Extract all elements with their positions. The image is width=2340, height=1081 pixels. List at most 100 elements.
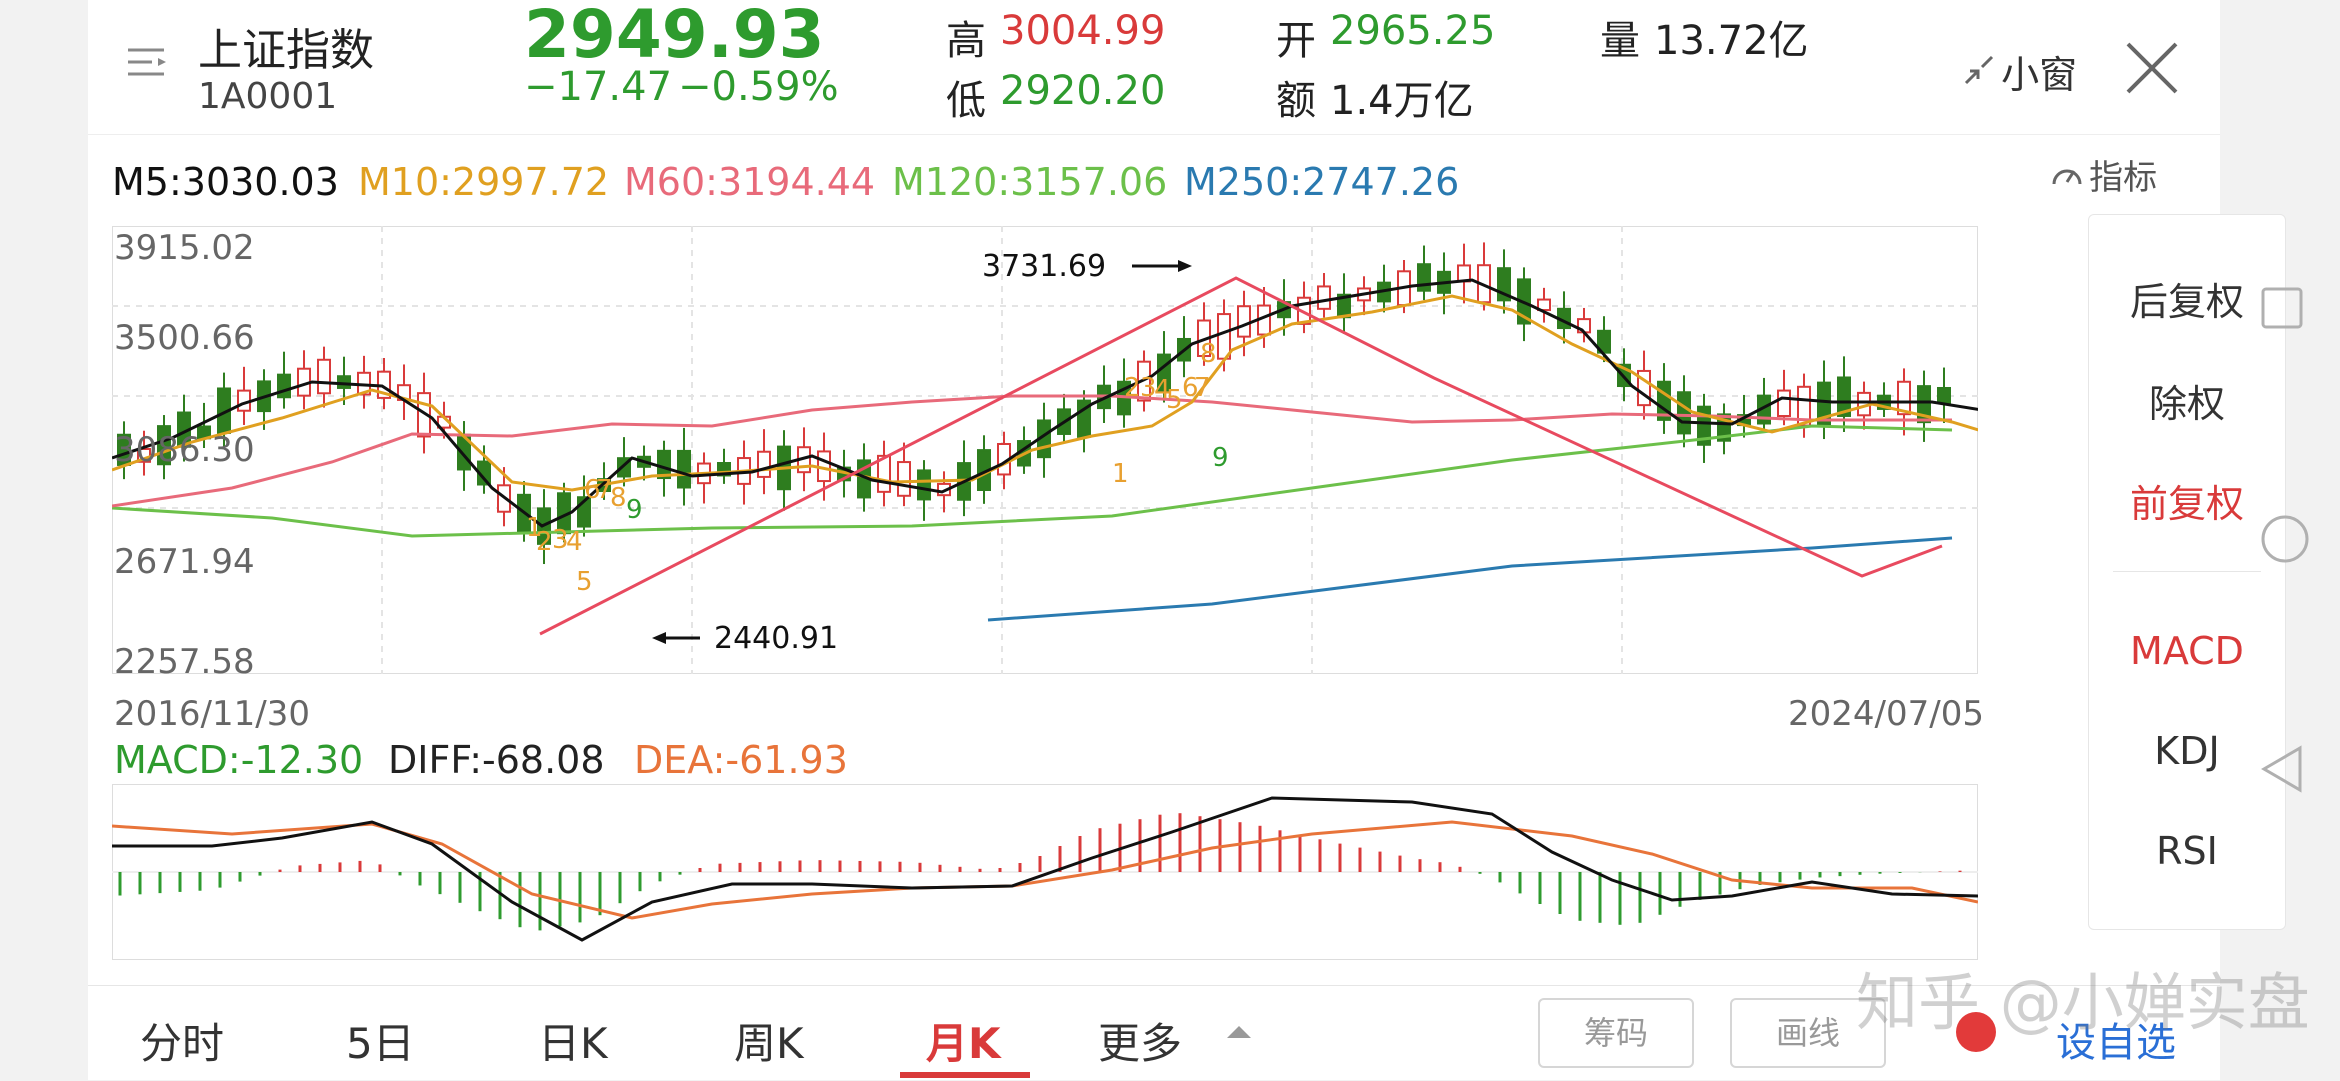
trend-lines <box>539 276 1943 636</box>
index-name: 上证指数 <box>198 25 374 76</box>
ex-right-option[interactable]: 除权 <box>2148 382 2225 426</box>
nine-turn-label: 7 <box>1194 373 1211 403</box>
menu-icon[interactable] <box>124 44 170 84</box>
end-date: 2024/07/05 <box>1788 694 1984 734</box>
nine-turn-label: 1 <box>526 513 543 543</box>
macd-option[interactable]: MACD <box>2130 629 2244 673</box>
dea-value: DEA:-61.93 <box>634 738 848 782</box>
kdj-option[interactable]: KDJ <box>2154 729 2220 773</box>
tab-5-day[interactable]: 5日 <box>346 1019 415 1068</box>
mini-window-label: 小窗 <box>2001 53 2078 97</box>
high-label: 高 <box>946 18 986 64</box>
amount-label: 额 <box>1276 78 1316 124</box>
y-tick-4: 2671.94 <box>114 542 255 582</box>
high-annotation-value: 3731.69 <box>982 249 1106 284</box>
ma250-line <box>987 536 1953 622</box>
recent-apps-button[interactable] <box>2260 286 2304 334</box>
nine-turn-label: 2 <box>1124 373 1141 403</box>
nine-turn-label: 4 <box>1154 375 1171 405</box>
adjust-indicator-panel: 后复权 除权 前复权 MACD KDJ RSI <box>2088 214 2286 930</box>
candle <box>1537 298 1551 312</box>
active-tab-underline <box>900 1072 1030 1078</box>
nine-turn-label: 2 <box>536 527 553 557</box>
candle <box>337 375 351 389</box>
nine-turn-label: 9 <box>1212 443 1229 473</box>
candle <box>157 425 171 466</box>
close-icon[interactable] <box>2124 40 2180 100</box>
nine-turn-label: 6 <box>1182 373 1199 403</box>
header-divider <box>88 134 2220 135</box>
ma5-label: M5:3030.03 <box>112 160 339 204</box>
back-button[interactable] <box>2260 744 2304 798</box>
ma5-line <box>112 278 1978 528</box>
rsi-option[interactable]: RSI <box>2156 829 2218 873</box>
side-divider <box>2113 571 2261 572</box>
candle <box>1217 313 1231 360</box>
chips-button[interactable]: 筹码 <box>1538 998 1694 1068</box>
pre-adjust-option[interactable]: 前复权 <box>2129 482 2244 526</box>
candle <box>1917 385 1931 424</box>
nine-turn-label: 3 <box>552 525 569 555</box>
nine-turn-label: 8 <box>610 483 627 513</box>
nine-turn-label: 6 <box>584 475 601 505</box>
current-price: 2949.93 <box>524 0 825 73</box>
diff-line <box>112 796 1978 942</box>
nine-turn-label: 7 <box>596 475 613 505</box>
caret-up-icon[interactable] <box>1224 1022 1254 1046</box>
candle <box>1317 285 1331 310</box>
home-button[interactable] <box>2260 514 2310 568</box>
open-value: 2965.25 <box>1330 8 1496 54</box>
post-adjust-option[interactable]: 后复权 <box>2129 280 2244 324</box>
nine-turn-label: 8 <box>1200 339 1217 369</box>
macd-value: MACD:-12.30 <box>114 738 364 782</box>
low-value: 2920.20 <box>1000 68 1166 114</box>
start-date: 2016/11/30 <box>114 694 310 734</box>
period-tab-bar <box>88 985 2220 1081</box>
price-change-pct: −0.59% <box>678 64 839 110</box>
tab-more[interactable]: 更多 <box>1098 1019 1183 1068</box>
y-tick-2: 3500.66 <box>114 318 255 358</box>
high-value: 3004.99 <box>1000 8 1166 54</box>
candle <box>677 449 691 489</box>
low-annotation-value: 2440.91 <box>714 621 838 656</box>
ma120-line <box>112 424 1953 538</box>
mini-window-button[interactable]: 小窗 <box>1962 44 2077 97</box>
nine-turn-label: 5 <box>1166 385 1183 415</box>
indicator-label: 指标 <box>2089 158 2158 198</box>
volume-value: 13.72亿 <box>1654 18 1809 64</box>
tab-intraday[interactable]: 分时 <box>140 1019 225 1068</box>
indicator-button[interactable]: 指标 <box>2050 150 2157 199</box>
y-tick-5: 2257.58 <box>114 642 255 682</box>
add-watchlist-button[interactable]: 设自选 <box>2056 1020 2176 1066</box>
ma250-label: M250:2747.26 <box>1184 160 1460 204</box>
macd-chart[interactable] <box>112 784 1978 960</box>
nine-turn-label: 4 <box>566 527 583 557</box>
gauge-icon <box>2050 158 2084 192</box>
tab-monthly-k[interactable]: 月K <box>926 1019 1001 1068</box>
candle <box>917 469 931 501</box>
stock-chart-app: 上证指数 1A0001 2949.93 −17.47 −0.59% 高 3004… <box>88 0 2310 1081</box>
amount-value: 1.4万亿 <box>1330 78 1474 124</box>
nine-turn-label: 3 <box>1140 373 1157 403</box>
ma60-line <box>112 394 1952 508</box>
tab-daily-k[interactable]: 日K <box>538 1019 608 1068</box>
volume-label: 量 <box>1600 18 1640 64</box>
candle <box>1677 391 1691 435</box>
candle <box>1417 263 1431 292</box>
open-label: 开 <box>1276 18 1316 64</box>
ma10-label: M10:2997.72 <box>358 160 610 204</box>
candle <box>1777 389 1791 418</box>
candle <box>757 450 771 478</box>
ma60-label: M60:3194.44 <box>624 160 876 204</box>
draw-line-button[interactable]: 画线 <box>1730 998 1886 1068</box>
record-icon[interactable] <box>1954 1010 1998 1058</box>
y-tick-3: 3086.30 <box>114 430 255 470</box>
candle <box>1897 380 1911 416</box>
nine-turn-label: 1 <box>1112 459 1129 489</box>
candle-group <box>117 242 1951 565</box>
tab-weekly-k[interactable]: 周K <box>734 1019 804 1068</box>
price-change: −17.47 <box>524 64 673 110</box>
ma120-label: M120:3157.06 <box>892 160 1168 204</box>
